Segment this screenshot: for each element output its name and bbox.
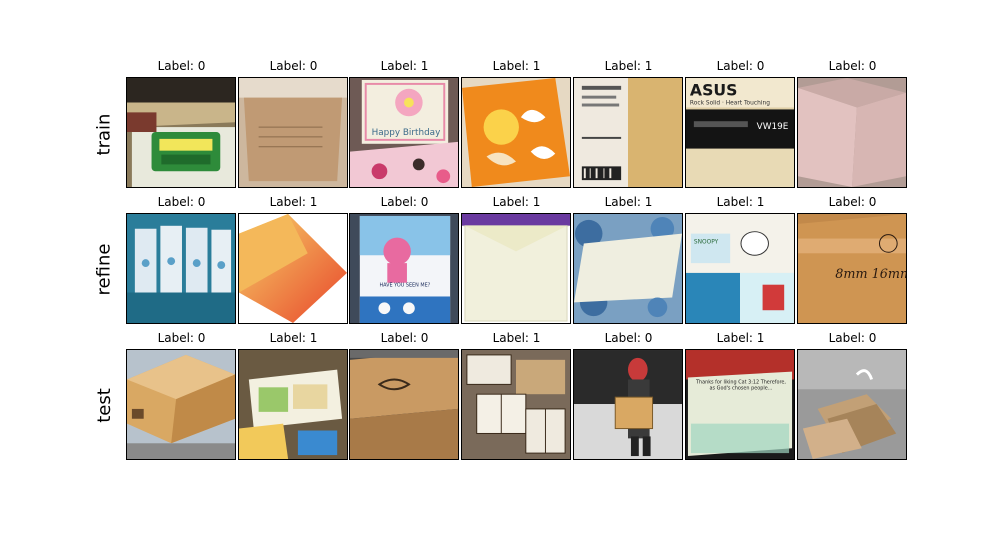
thumbnail-image	[797, 349, 907, 460]
thumbnail-image: HAVE YOU SEEN ME?	[349, 213, 459, 324]
thumbnail-image	[126, 349, 236, 460]
row-label-train: train	[93, 113, 115, 155]
sample-label: Label: 0	[269, 59, 318, 73]
sample-label: Label: 1	[269, 195, 318, 209]
thumbnail-image	[349, 349, 459, 460]
sample-label: Label: 1	[716, 331, 765, 345]
sample-label: Label: 0	[604, 331, 653, 345]
thumbnail-image: 8mm 16mm	[797, 213, 907, 324]
svg-text:Rock Solid · Heart Touching: Rock Solid · Heart Touching	[690, 101, 770, 107]
svg-text:Happy Birthday: Happy Birthday	[372, 128, 441, 138]
thumbnail-image	[238, 77, 348, 188]
thumbnail-image	[238, 349, 348, 460]
row-label-refine: refine	[93, 243, 115, 295]
svg-text:SNOOPY: SNOOPY	[694, 239, 719, 245]
sample-label: Label: 0	[157, 195, 206, 209]
thumbnail-image	[573, 349, 683, 460]
thumbnail-image: Thanks for liking Cat 3:12 Therefore, as…	[685, 349, 795, 460]
sample-label: Label: 1	[604, 59, 653, 73]
sample-label: Label: 0	[828, 59, 877, 73]
sample-label: Label: 1	[380, 59, 429, 73]
thumbnail-image	[126, 213, 236, 324]
svg-text:ASUS: ASUS	[690, 81, 737, 100]
thumbnail-image	[461, 77, 571, 188]
thumbnail-image: ASUS Rock Solid · Heart Touching VW19E	[685, 77, 795, 188]
thumbnail-image	[797, 77, 907, 188]
sample-label: Label: 1	[492, 195, 541, 209]
sample-label: Label: 0	[157, 331, 206, 345]
svg-text:8mm 16mm: 8mm 16mm	[835, 267, 906, 282]
sample-label: Label: 0	[828, 195, 877, 209]
sample-label: Label: 1	[269, 331, 318, 345]
sample-label: Label: 1	[604, 195, 653, 209]
row-label-test: test	[93, 387, 115, 423]
thumbnail-image	[126, 77, 236, 188]
thumbnail-image: SNOOPY	[685, 213, 795, 324]
thumbnail-image	[573, 213, 683, 324]
svg-text:HAVE YOU SEEN ME?: HAVE YOU SEEN ME?	[379, 283, 430, 289]
sample-label: Label: 1	[492, 59, 541, 73]
thumbnail-image	[573, 77, 683, 188]
thumbnail-image	[238, 213, 348, 324]
sample-label: Label: 0	[157, 59, 206, 73]
sample-label: Label: 0	[828, 331, 877, 345]
sample-label: Label: 0	[380, 195, 429, 209]
sample-label: Label: 0	[380, 331, 429, 345]
thumbnail-image	[461, 349, 571, 460]
svg-text:VW19E: VW19E	[757, 122, 789, 132]
thumbnail-image	[461, 213, 571, 324]
sample-label: Label: 0	[716, 59, 765, 73]
thumbnail-image: Happy Birthday	[349, 77, 459, 188]
sample-label: Label: 1	[492, 331, 541, 345]
sample-label: Label: 1	[716, 195, 765, 209]
